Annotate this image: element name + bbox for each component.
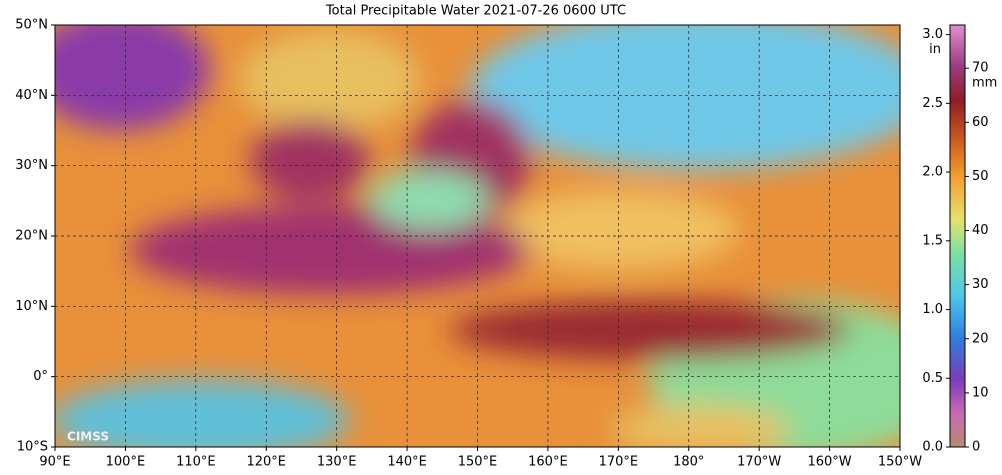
title: Total Precipitable Water 2021-07-26 0600… [325, 4, 626, 19]
lon-label: 170°W [737, 455, 781, 470]
mm-tick-label: 10 [972, 385, 989, 400]
lat-label: 40°N [15, 88, 48, 103]
lat-label: 10°S [17, 440, 48, 455]
tpw-image [55, 25, 900, 447]
lat-label: 50°N [15, 18, 48, 33]
mm-unit: mm [972, 76, 997, 91]
lon-label: 150°W [878, 455, 922, 470]
lat-label: 20°N [15, 229, 48, 244]
lon-label: 130°E [317, 455, 357, 470]
lat-label: 30°N [15, 158, 48, 173]
mm-tick-label: 70 [972, 61, 989, 76]
logo: CIMSS [67, 430, 109, 444]
mm-tick-label: 30 [972, 277, 989, 292]
in-tick-label: 0.0 [922, 440, 943, 455]
in-tick-label: 2.0 [922, 165, 943, 180]
lon-label: 90°E [39, 455, 70, 470]
mm-tick-label: 60 [972, 115, 989, 130]
in-unit: in [929, 42, 941, 57]
mm-tick-label: 50 [972, 169, 989, 184]
lat-label: 0° [33, 369, 48, 384]
lon-label: 120°E [246, 455, 286, 470]
mm-tick-label: 20 [972, 331, 989, 346]
in-tick-label: 1.0 [922, 302, 943, 317]
lon-label: 150°E [458, 455, 498, 470]
lon-label: 100°E [106, 455, 146, 470]
lon-label: 170°E [599, 455, 639, 470]
colorbar [949, 24, 966, 448]
in-tick-label: 2.5 [922, 96, 943, 111]
mm-tick-label: 40 [972, 223, 989, 238]
lon-label: 110°E [176, 455, 216, 470]
in-tick-label: 1.5 [922, 233, 943, 248]
lon-label: 140°E [387, 455, 427, 470]
mm-tick-label: 0 [972, 440, 980, 455]
lon-label: 180° [673, 455, 704, 470]
in-tick-label: 0.5 [922, 371, 943, 386]
in-tick-label: 3.0 [922, 27, 943, 42]
lon-label: 160°W [807, 455, 851, 470]
lon-label: 160°E [528, 455, 568, 470]
lat-label: 10°N [15, 299, 48, 314]
